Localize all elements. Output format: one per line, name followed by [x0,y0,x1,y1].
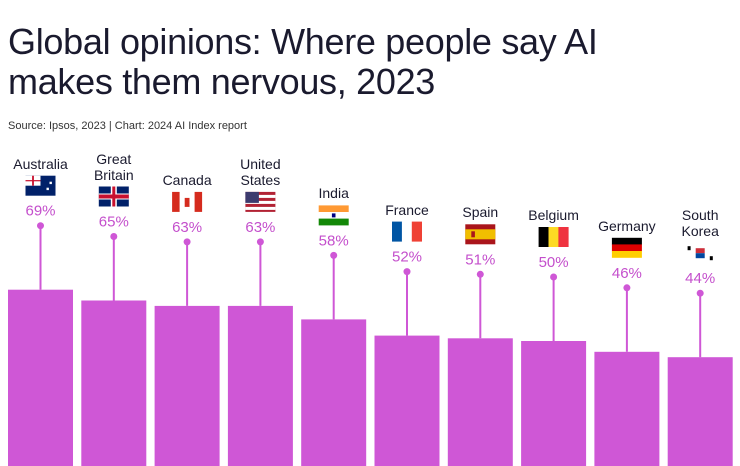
flag-part [695,248,705,254]
pin-head [550,273,558,281]
flag-part [709,256,713,261]
flag-part [184,197,190,207]
flag-part [611,244,642,252]
bar [8,289,73,466]
flag [538,227,569,247]
flag-part [401,221,413,242]
flag [392,221,422,242]
category-label: United States [240,155,281,188]
flag-part [548,227,559,247]
pin-head [183,238,191,246]
value-label: 69% [25,203,55,220]
flag [172,191,203,212]
category-label: Germany [598,217,656,234]
category-label: Belgium [528,207,579,223]
bar [374,335,440,466]
value-label: 51% [465,251,495,268]
bar [154,305,220,466]
flag-part [318,205,349,213]
bar [81,300,147,466]
value-label: 52% [392,249,422,266]
flag-part [194,191,203,212]
value-label: 63% [245,219,275,236]
pin-head [403,268,411,276]
flag-part [611,237,642,245]
flag [685,243,716,264]
flag-part [392,221,403,242]
flag-part [538,227,549,247]
chart-title: Global opinions: Where people say AI mak… [8,21,598,102]
pin-head [623,284,631,292]
bar [594,351,660,466]
flag-part [558,227,569,247]
value-label: 63% [172,219,202,236]
pin-head [476,270,484,278]
flag-part [245,191,259,203]
category-label: France [385,201,429,218]
pin-head [256,238,264,246]
flag [611,237,642,258]
chart-subtitle: Source: Ipsos, 2023 | Chart: 2024 AI Ind… [8,120,247,132]
flag-part [245,194,276,198]
flag-part [687,246,691,251]
flag-part [46,187,49,191]
bar [227,305,293,466]
bar [447,338,513,466]
flag-part [411,221,422,242]
value-label: 65% [99,213,129,230]
category-label: Spain [462,204,499,221]
flag-part [25,180,41,182]
flag-part [695,253,705,259]
pin-head [37,222,44,230]
value-label: 50% [539,254,569,271]
flag-part [49,181,52,185]
category-label: Great Britain [93,150,134,183]
category-label: India [318,185,349,202]
bar [301,319,367,466]
bar [521,341,587,466]
pin-head [110,233,118,240]
flag [465,224,496,245]
value-label: 58% [319,232,349,249]
flag [98,186,129,207]
flag-part [245,206,276,210]
flag-part [245,200,276,204]
flag-part [172,191,180,212]
flag-part [471,231,475,238]
flag-part [318,218,349,226]
flag [318,205,349,226]
flag-part [465,229,496,240]
category-label: Australia [13,155,68,172]
flag-part [98,194,129,199]
pin-head [696,289,704,297]
bar [667,357,733,466]
flag [245,191,276,212]
category-label: Canada [162,171,212,188]
value-label: 44% [685,270,715,287]
value-label: 46% [612,265,642,282]
category-label: South Korea [681,207,719,240]
flag [25,175,56,196]
pin-head [330,251,338,259]
flag-part [611,251,642,258]
flag-part [331,213,336,218]
